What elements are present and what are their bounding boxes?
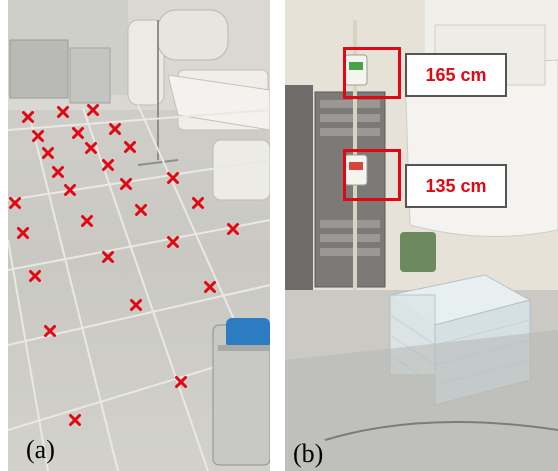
measurement-point-marker	[29, 270, 41, 282]
height-label-165: 165 cm	[405, 53, 507, 97]
measurement-point-marker	[130, 299, 142, 311]
measurement-point-markers	[9, 104, 239, 426]
panel-a-caption: (a)	[26, 435, 55, 464]
measurement-point-marker	[64, 184, 76, 196]
measurement-point-marker	[81, 215, 93, 227]
upper-meter-highlight	[343, 47, 401, 99]
panel-a-floor-photo: (a)	[8, 0, 270, 471]
panel-a-scene	[8, 0, 270, 471]
measurement-point-marker	[167, 236, 179, 248]
measurement-point-marker	[57, 106, 69, 118]
measurement-point-marker	[124, 141, 136, 153]
panel-b-caption: (b)	[293, 439, 324, 468]
height-label-135: 135 cm	[405, 164, 507, 208]
measurement-point-marker	[85, 142, 97, 154]
lower-meter-highlight	[343, 149, 401, 201]
measurement-point-marker	[44, 325, 56, 337]
measurement-point-marker	[120, 178, 132, 190]
measurement-point-marker	[102, 251, 114, 263]
measurement-point-marker	[17, 227, 29, 239]
measurement-point-marker	[102, 159, 114, 171]
measurement-point-marker	[175, 376, 187, 388]
measurement-point-marker	[87, 104, 99, 116]
measurement-point-marker	[109, 123, 121, 135]
measurement-point-marker	[32, 130, 44, 142]
measurement-point-marker	[227, 223, 239, 235]
measurement-point-marker	[22, 111, 34, 123]
measurement-point-marker	[167, 172, 179, 184]
panel-b-scene	[285, 0, 558, 471]
measurement-point-marker	[9, 197, 21, 209]
measurement-point-marker	[192, 197, 204, 209]
measurement-point-marker	[72, 127, 84, 139]
measurement-point-marker	[42, 147, 54, 159]
measurement-point-marker	[69, 414, 81, 426]
measurement-point-marker	[135, 204, 147, 216]
panel-b-setup-photo: 165 cm 135 cm (b)	[285, 0, 558, 471]
measurement-point-marker	[52, 166, 64, 178]
measurement-point-marker	[204, 281, 216, 293]
